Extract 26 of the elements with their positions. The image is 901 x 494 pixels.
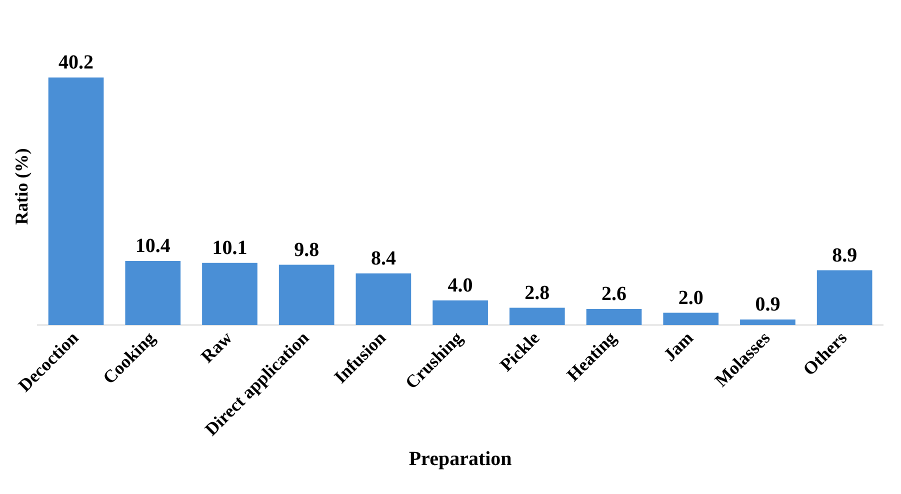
data-label: 10.4 [135,235,170,258]
bar [356,273,412,326]
bar [586,309,642,326]
data-label: 10.1 [212,237,248,260]
data-label: 8.4 [370,247,396,270]
bar [278,264,334,326]
x-tick-label: Jam [660,328,697,366]
bar [816,270,872,326]
data-label: 40.2 [58,52,94,74]
y-axis-title: Ratio (%) [11,148,32,225]
data-label: 2.6 [602,283,627,306]
bar [740,319,796,326]
data-label: 2.8 [524,282,550,304]
bar [48,78,104,326]
data-label: 2.0 [678,286,704,309]
data-label: 0.9 [755,294,780,316]
x-tick-label: Raw [196,328,236,367]
bar [663,312,719,326]
bar [432,300,488,326]
bar [125,261,181,326]
bar [509,308,565,326]
data-label: 9.8 [294,238,320,261]
bar [202,262,258,326]
data-label: 4.0 [448,274,473,297]
x-axis-title: Preparation [408,448,512,470]
data-label: 8.9 [832,244,858,266]
